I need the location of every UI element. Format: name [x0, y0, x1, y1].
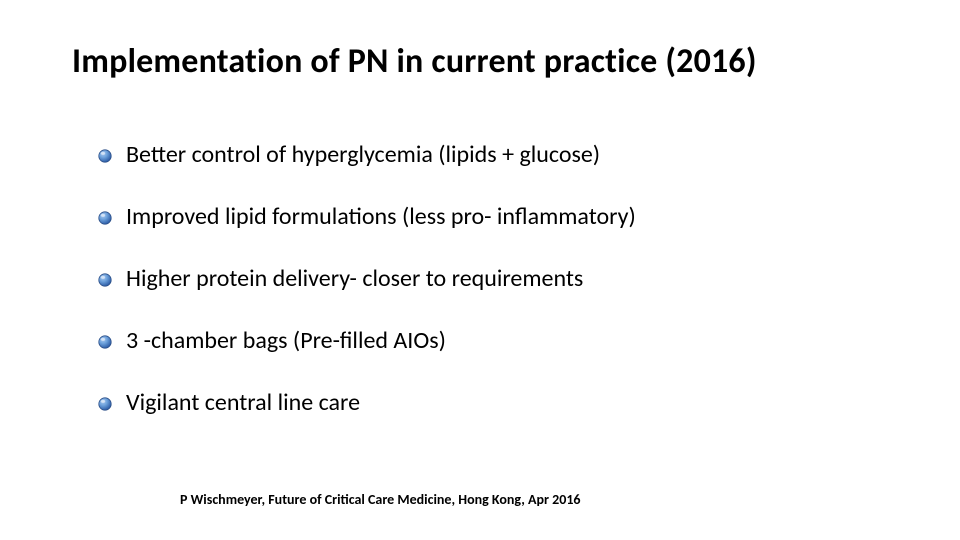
- slide-title: Implementation of PN in current practice…: [72, 42, 920, 81]
- slide: Implementation of PN in current practice…: [0, 0, 960, 540]
- bullet-text: Improved lipid formulations (less pro- i…: [126, 202, 636, 232]
- bullet-icon: [98, 397, 112, 411]
- list-item: Improved lipid formulations (less pro- i…: [98, 202, 900, 232]
- bullet-icon: [98, 335, 112, 349]
- bullet-list: Better control of hyperglycemia (lipids …: [98, 140, 900, 450]
- citation-text: P Wischmeyer, Future of Critical Care Me…: [180, 491, 581, 508]
- list-item: Vigilant central line care: [98, 388, 900, 418]
- bullet-text: Higher protein delivery- closer to requi…: [126, 264, 583, 294]
- list-item: Higher protein delivery- closer to requi…: [98, 264, 900, 294]
- list-item: 3 -chamber bags (Pre-filled AIOs): [98, 326, 900, 356]
- bullet-icon: [98, 211, 112, 225]
- list-item: Better control of hyperglycemia (lipids …: [98, 140, 900, 170]
- bullet-text: Better control of hyperglycemia (lipids …: [126, 140, 600, 170]
- bullet-text: 3 -chamber bags (Pre-filled AIOs): [126, 326, 446, 356]
- bullet-text: Vigilant central line care: [126, 388, 360, 418]
- bullet-icon: [98, 273, 112, 287]
- bullet-icon: [98, 149, 112, 163]
